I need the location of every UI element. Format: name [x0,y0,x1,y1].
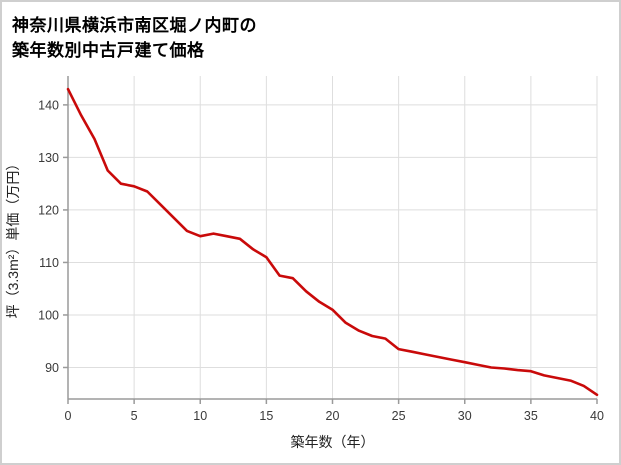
x-tick-label: 10 [193,409,207,423]
x-tick-label: 40 [590,409,604,423]
x-tick-label: 20 [326,409,340,423]
y-axis-label: 坪（3.3m²）単価（万円） [5,157,21,319]
y-tick-label: 120 [38,203,59,217]
price-data-line [66,87,599,397]
x-tick-label: 30 [458,409,472,423]
x-tick-label: 35 [524,409,538,423]
x-tick-label: 5 [131,409,138,423]
x-axis-label: 築年数（年） [291,434,375,450]
x-tick-label: 0 [65,409,72,423]
y-tick-label: 90 [45,361,59,375]
price-line-chart: 0 5 10 15 20 25 30 35 40 90 100 110 120 130 140 築年数（年） 坪… [5,76,604,450]
chart-title: 神奈川県横浜市南区堀ノ内町の 築年数別中古戸建て価格 [2,2,619,63]
chart-area: 0 5 10 15 20 25 30 35 40 90 100 110 120 130 140 築年数（年） 坪… [2,60,619,463]
chart-title-line2: 築年数別中古戸建て価格 [12,40,205,60]
y-tick-label: 100 [38,308,59,322]
x-tick-label: 15 [259,409,273,423]
chart-title-line1: 神奈川県横浜市南区堀ノ内町の [12,16,257,35]
y-tick-label: 130 [38,151,59,165]
y-tick-label: 140 [38,98,59,112]
x-tick-label: 25 [392,409,406,423]
y-tick-label: 110 [39,256,59,270]
